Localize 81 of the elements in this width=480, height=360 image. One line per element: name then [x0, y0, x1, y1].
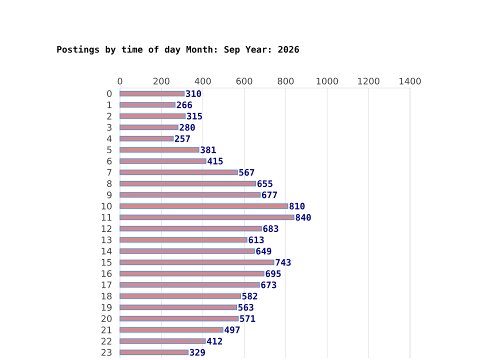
data-label: 677: [262, 191, 277, 198]
y-tick-label: 14: [102, 248, 112, 254]
y-tick-label: 15: [102, 259, 112, 266]
data-label: 810: [290, 202, 305, 210]
data-label: 266: [176, 101, 192, 108]
bar: [120, 248, 255, 254]
bar: [120, 270, 264, 276]
data-label: 415: [208, 158, 223, 164]
x-tick-label: 800: [278, 78, 294, 84]
bar: [120, 136, 174, 142]
bar: [120, 192, 261, 198]
chart-title: Postings by time of day Month: Sep Year: 2026: [57, 45, 299, 54]
data-label: 412: [206, 338, 222, 344]
y-tick-label: 20: [101, 315, 112, 322]
bar: [120, 350, 189, 356]
data-label: 673: [261, 281, 276, 288]
data-label: 649: [256, 248, 272, 255]
data-label: 280: [180, 124, 195, 131]
data-label: 613: [248, 236, 264, 244]
x-tick-label: 0: [118, 78, 122, 84]
x-tick-label: 1200: [358, 78, 380, 84]
data-label: 683: [263, 225, 278, 232]
y-tick-label: 7: [107, 169, 112, 176]
bar: [120, 316, 239, 322]
y-tick-label: 19: [102, 304, 112, 311]
bar: [120, 293, 241, 299]
y-tick-label: 16: [102, 270, 112, 278]
bar: [120, 124, 178, 130]
bar: [120, 158, 206, 164]
y-tick-label: 11: [102, 214, 112, 221]
data-label: 743: [276, 258, 291, 266]
data-label: 563: [238, 304, 254, 311]
data-label: 655: [257, 180, 272, 188]
data-label: 497: [224, 326, 240, 334]
y-tick-label: 9: [107, 191, 112, 198]
bar: [120, 203, 288, 209]
data-label: 571: [240, 315, 256, 322]
y-tick-label: 10: [102, 202, 112, 210]
y-tick-label: 13: [102, 236, 112, 244]
bar: [120, 338, 206, 344]
data-label: 840: [296, 214, 311, 221]
x-tick-label: 400: [194, 78, 211, 84]
bar: [120, 260, 274, 266]
data-label: 695: [266, 270, 281, 278]
y-tick-label: 0: [107, 90, 112, 98]
y-tick-label: 23: [101, 348, 112, 356]
bar: [120, 237, 248, 243]
y-tick-label: 2: [107, 112, 112, 120]
bar: [120, 170, 238, 176]
y-tick-label: 18: [102, 292, 112, 300]
x-tick-label: 1400: [400, 78, 421, 84]
bar: [120, 214, 294, 220]
data-label: 257: [174, 135, 190, 142]
data-label: 567: [239, 168, 254, 176]
data-label: 381: [200, 146, 216, 154]
data-label: 582: [242, 292, 258, 300]
y-tick-label: 22: [101, 338, 112, 344]
bar: [120, 304, 238, 310]
bar: [120, 147, 200, 153]
y-tick-label: 6: [107, 158, 112, 165]
data-label: 310: [186, 90, 202, 98]
bar: [120, 102, 176, 108]
y-tick-label: 17: [102, 282, 112, 288]
bar: [120, 90, 185, 96]
y-tick-label: 3: [107, 124, 112, 131]
data-label: 315: [186, 112, 202, 120]
y-tick-label: 4: [106, 135, 112, 142]
data-label: 329: [190, 348, 205, 356]
x-tick-label: 1000: [316, 78, 338, 84]
y-tick-label: 8: [107, 180, 112, 188]
bar: [120, 113, 186, 119]
x-tick-label: 200: [154, 78, 170, 84]
y-tick-label: 12: [102, 225, 112, 232]
bar: [120, 180, 256, 186]
x-tick-label: 600: [236, 78, 252, 84]
y-tick-label: 5: [107, 146, 112, 154]
bar: [120, 282, 260, 288]
y-tick-label: 1: [108, 102, 112, 108]
bar: [120, 226, 262, 232]
bar: [120, 327, 224, 333]
y-tick-label: 21: [101, 326, 112, 334]
